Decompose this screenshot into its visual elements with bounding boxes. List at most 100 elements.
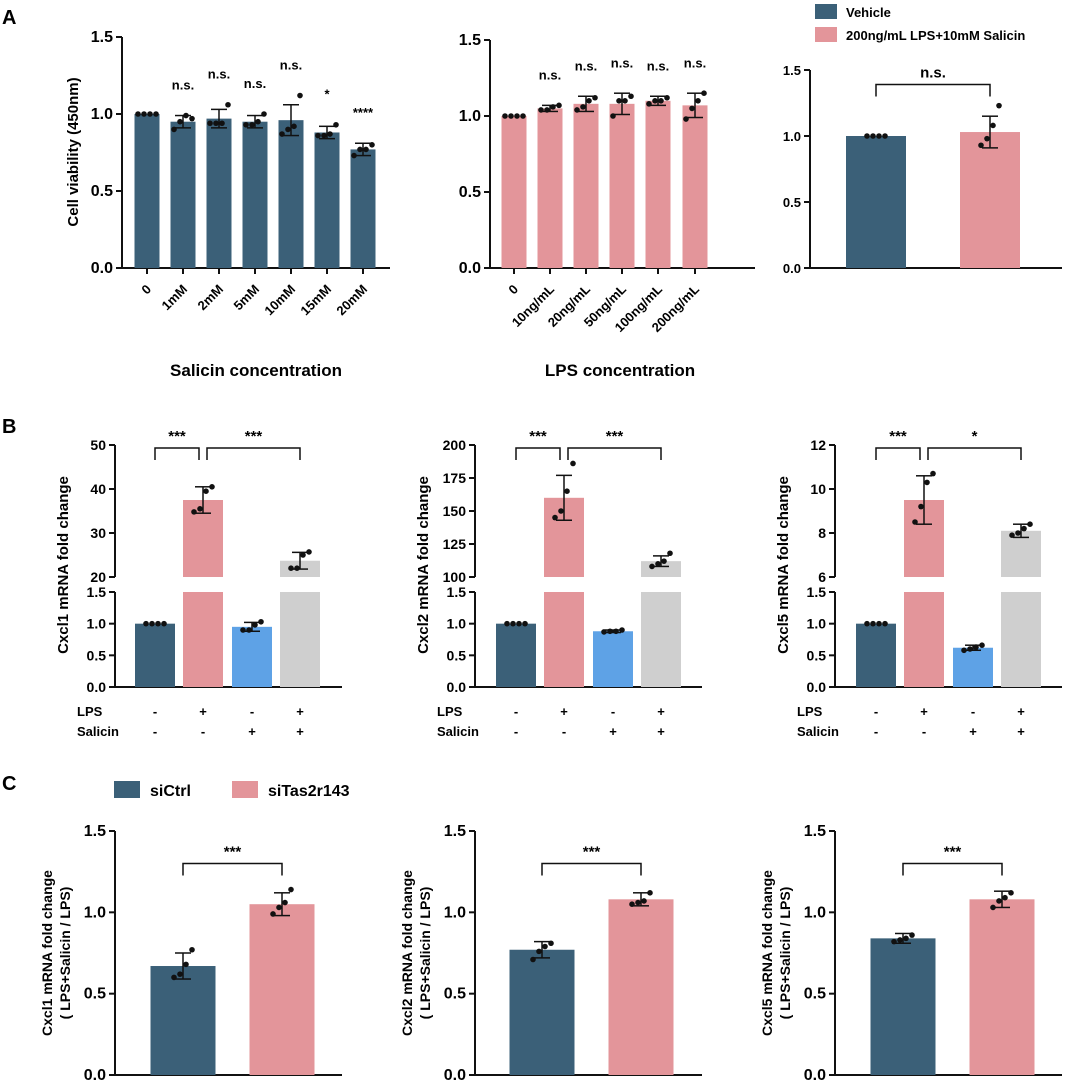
data-point: [667, 550, 673, 557]
data-point: [990, 904, 996, 911]
y-axis-label: ( LPS+Salicin / LPS): [777, 887, 793, 1020]
lps-row-label: LPS: [797, 704, 823, 719]
data-point: [294, 565, 300, 571]
bar: [249, 904, 315, 1075]
bar: [537, 108, 563, 269]
x-axis-label: LPS concentration: [545, 361, 695, 380]
bar: [682, 105, 708, 268]
salicin-row-label: Salicin: [797, 724, 839, 739]
significance-bracket: [515, 447, 561, 460]
data-point: [610, 113, 616, 119]
data-point: [548, 940, 554, 947]
lps-condition: -: [874, 704, 878, 719]
data-point: [183, 961, 189, 968]
data-point: [522, 620, 528, 627]
legend-swatch-lps-salicin: [815, 27, 837, 42]
lps-row-label: LPS: [437, 704, 463, 719]
data-point: [990, 122, 996, 129]
data-point: [876, 620, 882, 627]
y-axis-label: ( LPS+Salicin / LPS): [57, 887, 73, 1020]
significance-label: n.s.: [647, 58, 669, 73]
data-point: [363, 146, 369, 153]
data-point: [967, 646, 973, 652]
significance-label: n.s.: [172, 77, 194, 92]
y-tick-label: 125: [443, 536, 467, 552]
data-point: [197, 506, 203, 512]
data-point: [882, 133, 888, 139]
data-point: [658, 98, 664, 104]
legend-swatch-vehicle: [815, 4, 837, 19]
x-tick-label: 0: [505, 282, 521, 298]
data-point: [225, 101, 231, 108]
data-point: [1027, 521, 1033, 527]
data-point: [897, 937, 903, 943]
y-tick-label: 1.5: [91, 29, 113, 46]
significance-label: ****: [353, 105, 374, 120]
y-tick-label: 0.5: [91, 183, 113, 200]
data-point: [207, 120, 213, 127]
data-point: [570, 460, 576, 467]
y-tick-label: 0.0: [87, 679, 107, 695]
y-tick-label: 0.5: [444, 986, 466, 1003]
y-tick-label: 1.0: [84, 904, 106, 921]
data-point: [161, 620, 167, 627]
data-point: [297, 92, 303, 99]
y-axis-label: Cxcl1 mRNA fold change: [55, 476, 72, 654]
significance-label: ***: [168, 428, 186, 445]
bar: [232, 626, 272, 687]
data-point: [530, 956, 536, 963]
y-tick-label: 175: [443, 470, 467, 486]
data-point: [240, 627, 246, 633]
significance-bracket: [902, 862, 1003, 876]
data-point: [351, 152, 357, 159]
y-tick-label: 1.5: [84, 823, 106, 840]
chart-panel-4: 20 30 40 50 0.0 0.5 1.0 1.5 - - + - - + + + LPS Salicin **…: [55, 428, 342, 739]
significance-bracket: [182, 862, 283, 876]
y-axis-label: Cell viability (450nm): [65, 77, 82, 226]
y-tick-label: 40: [90, 481, 106, 497]
y-tick-label: 1.0: [91, 106, 113, 123]
y-axis-label: Cxcl5 mRNA fold change: [759, 870, 775, 1036]
salicin-condition: +: [1017, 724, 1025, 739]
data-point: [153, 111, 159, 117]
lps-condition: +: [1017, 704, 1025, 719]
data-point: [508, 113, 514, 119]
data-point: [504, 620, 510, 627]
data-point: [327, 131, 333, 137]
data-point: [282, 899, 288, 906]
data-point: [664, 94, 670, 101]
significance-label: ***: [529, 428, 547, 445]
salicin-row-label: Salicin: [437, 724, 479, 739]
data-point: [607, 628, 613, 635]
data-point: [1002, 894, 1008, 901]
data-point: [189, 115, 195, 122]
data-point: [882, 620, 888, 627]
data-point: [246, 627, 252, 633]
chart-panel-7: 0.0 0.5 1.0 1.5 *** Cxcl1 mRNA fold change( L…: [39, 823, 342, 1084]
data-point: [616, 98, 622, 104]
bar-lower: [641, 592, 681, 687]
bar: [645, 100, 671, 268]
data-point: [973, 644, 979, 650]
salicin-condition: +: [248, 724, 256, 739]
data-point: [1015, 530, 1021, 536]
bar-lower: [544, 592, 584, 687]
data-point: [586, 98, 592, 104]
x-tick-label: 2mM: [195, 282, 227, 314]
lps-condition: +: [296, 704, 304, 719]
data-point: [321, 132, 327, 139]
data-point: [876, 133, 882, 139]
data-point: [622, 98, 628, 104]
data-point: [613, 628, 619, 635]
data-point: [641, 898, 647, 904]
data-point: [564, 488, 570, 495]
data-point: [629, 901, 635, 907]
significance-bracket: [875, 83, 991, 97]
panel-label-c: C: [2, 773, 16, 795]
significance-bracket: [927, 447, 1022, 460]
data-point: [979, 642, 985, 648]
data-point: [646, 101, 652, 107]
data-point: [701, 90, 707, 96]
lps-condition: -: [153, 704, 157, 719]
data-point: [918, 503, 924, 510]
